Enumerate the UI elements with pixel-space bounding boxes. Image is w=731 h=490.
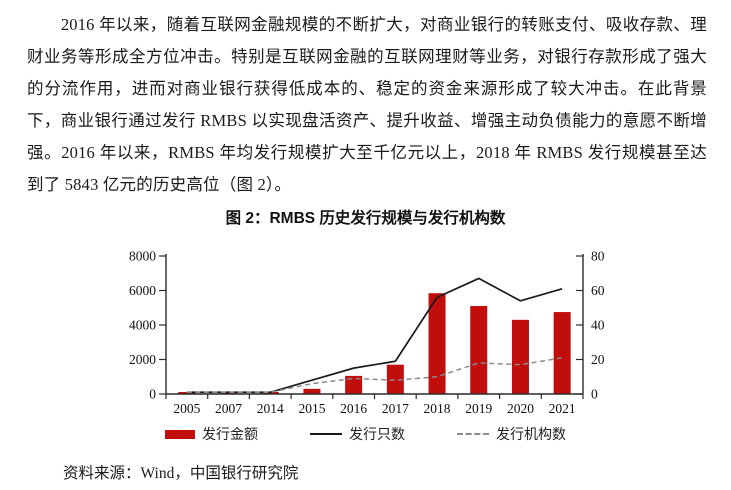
axis-tick-label: 0: [149, 387, 156, 402]
axis-tick-label: 2020: [507, 401, 534, 416]
axis-tick-label: 0: [591, 387, 598, 402]
bar-2021: [553, 312, 571, 394]
polyline-发行机构数: [186, 357, 563, 394]
axis-tick-label: 2014: [257, 401, 284, 416]
solid-line-swatch-icon: [310, 433, 342, 435]
figure-title: 图 2：RMBS 历史发行规模与发行机构数: [225, 210, 506, 227]
axis-tick-label: 40: [591, 318, 605, 333]
axis-tick-label: 2021: [549, 401, 576, 416]
legend-item-issuer-count: 发行机构数: [457, 424, 566, 444]
bar-swatch-icon: [165, 429, 195, 439]
legend-item-issue-count: 发行只数: [310, 424, 405, 444]
right-axis: 0 20 40 60 80: [576, 249, 605, 402]
axis-tick-label: 2019: [465, 401, 492, 416]
bar-series-issue-amount: [178, 293, 571, 394]
axis-tick-label: 80: [591, 249, 605, 264]
axis-tick-label: 2017: [382, 401, 409, 416]
bar-2018: [428, 293, 446, 394]
dashed-line-swatch-icon: [457, 433, 489, 435]
body-paragraph: 2016 年以来，随着互联网金融规模的不断扩大，对商业银行的转账支付、吸收存款、…: [27, 15, 707, 194]
chart-legend: 发行金额 发行只数 发行机构数: [0, 424, 731, 444]
source-note: 资料来源：Wind，中国银行研究院: [63, 465, 299, 482]
axis-tick-label: 4000: [129, 318, 156, 333]
axis-tick-label: 20: [591, 352, 605, 367]
bar-2019: [470, 306, 488, 394]
axis-tick-label: 2016: [340, 401, 367, 416]
line-series-issuer-count: [186, 357, 563, 394]
axis-tick-label: 2015: [298, 401, 325, 416]
left-axis: 0 2000 4000 6000 8000: [129, 249, 167, 402]
line-series-issue-count: [186, 277, 563, 394]
polyline-发行只数: [186, 277, 563, 394]
axis-tick-label: 6000: [129, 283, 156, 298]
axis-tick-label: 2018: [424, 401, 451, 416]
bar-2016: [345, 375, 363, 394]
axis-tick-label: 2000: [129, 352, 156, 367]
legend-label-issuer-count: 发行机构数: [496, 428, 566, 443]
axis-tick-label: 8000: [129, 249, 156, 264]
bar-2020: [511, 319, 529, 394]
legend-item-issue-amount: 发行金额: [165, 424, 258, 444]
axis-tick-label: 2007: [215, 401, 242, 416]
bar-2017: [386, 364, 404, 394]
bar-2015: [303, 388, 321, 394]
axis-tick-label: 60: [591, 283, 605, 298]
legend-label-issue-count: 发行只数: [349, 428, 405, 443]
axis-tick-label: 2005: [173, 401, 200, 416]
x-axis: 2005 2007 2014 2015 2016 2017 2018 2019 2020 2021: [165, 393, 584, 416]
legend-label-issue-amount: 发行金额: [202, 428, 258, 443]
